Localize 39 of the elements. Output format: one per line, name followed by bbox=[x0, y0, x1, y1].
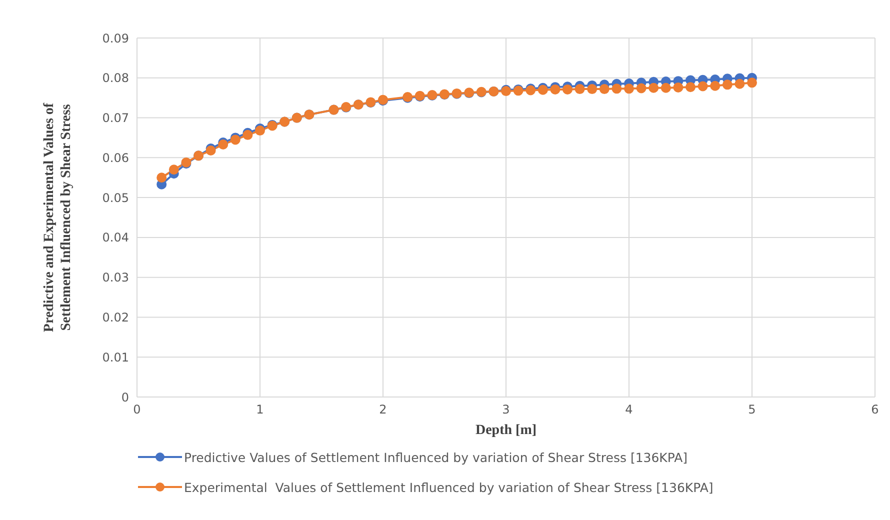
point bbox=[747, 78, 757, 88]
y-tick-label: 0.09 bbox=[102, 31, 129, 46]
point bbox=[648, 82, 659, 93]
y-tick-label: 0.04 bbox=[102, 230, 129, 245]
point bbox=[722, 80, 732, 90]
x-tick-label: 2 bbox=[379, 402, 387, 417]
y-axis-title: Predictive and Experimental Values of Settlement Influenced by Shear Stress bbox=[42, 102, 74, 332]
y-tick-label: 0.08 bbox=[102, 71, 129, 86]
point bbox=[710, 80, 720, 91]
point bbox=[612, 84, 622, 94]
point bbox=[587, 84, 598, 94]
point bbox=[562, 84, 572, 94]
x-tick-label: 5 bbox=[748, 402, 756, 417]
y-tick-label: 0.03 bbox=[102, 270, 129, 285]
point bbox=[574, 84, 585, 94]
x-tick-label: 6 bbox=[871, 402, 879, 417]
x-tick-label: 3 bbox=[502, 402, 510, 417]
x-tick-label: 4 bbox=[625, 402, 633, 417]
x-axis-title: Depth [m] bbox=[475, 423, 537, 438]
y-tick-label: 0.05 bbox=[102, 190, 129, 205]
point bbox=[734, 78, 745, 89]
y-tick-label: 0.01 bbox=[102, 350, 129, 364]
point bbox=[624, 84, 634, 94]
point bbox=[698, 81, 708, 92]
point bbox=[636, 83, 646, 94]
legend-label: Predictive Values of Settlement Influenced by variation of Shear Stress [136KPA] bbox=[184, 450, 688, 464]
point bbox=[686, 82, 696, 92]
y-tick-label: 0.02 bbox=[102, 310, 129, 324]
legend-label: Experimental Values of Settlement Influenced by variation of Shear Stress [136KPA] bbox=[184, 480, 714, 494]
x-tick-label: 1 bbox=[256, 402, 264, 417]
point bbox=[156, 172, 167, 183]
y-tick-label: 0.07 bbox=[102, 111, 129, 126]
y-tick-label: 0 bbox=[121, 390, 129, 404]
x-tick-label: 0 bbox=[133, 402, 141, 417]
point bbox=[660, 82, 671, 93]
point bbox=[673, 82, 684, 92]
point bbox=[599, 84, 610, 94]
point bbox=[168, 164, 179, 175]
y-tick-label: 0.06 bbox=[102, 150, 129, 165]
